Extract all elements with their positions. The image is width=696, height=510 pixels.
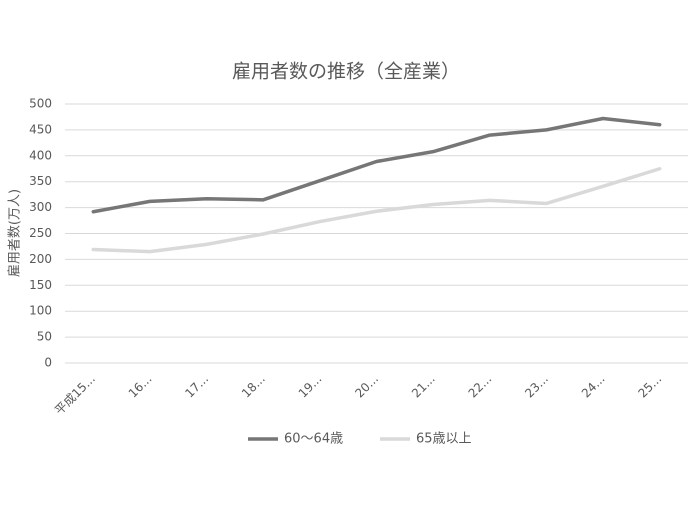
y-tick-label: 200 <box>29 252 52 266</box>
x-tick-label: 25... <box>635 372 664 401</box>
y-tick-label: 0 <box>44 356 52 370</box>
y-tick-label: 500 <box>29 97 52 111</box>
legend-label: 65歳以上 <box>416 432 472 447</box>
x-tick-label: 20... <box>352 372 381 401</box>
y-axis-label: 雇用者数(万人) <box>7 189 23 277</box>
y-tick-label: 350 <box>29 174 52 188</box>
series-line <box>91 116 662 214</box>
y-tick-label: 400 <box>29 148 52 162</box>
y-tick-label: 250 <box>29 226 52 240</box>
legend-label: 60～64歳 <box>284 432 343 447</box>
series-line <box>91 167 662 254</box>
x-tick-label: 16... <box>126 372 155 401</box>
x-tick-label: 23... <box>522 372 551 401</box>
x-tick-label: 17... <box>182 372 211 401</box>
y-tick-label: 150 <box>29 278 52 292</box>
x-tick-label: 24... <box>579 372 608 401</box>
y-tick-label: 300 <box>29 200 52 214</box>
x-tick-label: 22... <box>466 372 495 401</box>
y-tick-label: 100 <box>29 304 52 318</box>
y-tick-label: 50 <box>37 330 52 344</box>
chart-title: 雇用者数の推移（全産業） <box>232 61 460 83</box>
y-tick-label: 450 <box>29 122 52 136</box>
x-tick-label: 21... <box>409 372 438 401</box>
x-tick-label: 19... <box>296 372 325 401</box>
x-tick-label: 平成15... <box>52 372 98 418</box>
x-tick-label: 18... <box>239 372 268 401</box>
